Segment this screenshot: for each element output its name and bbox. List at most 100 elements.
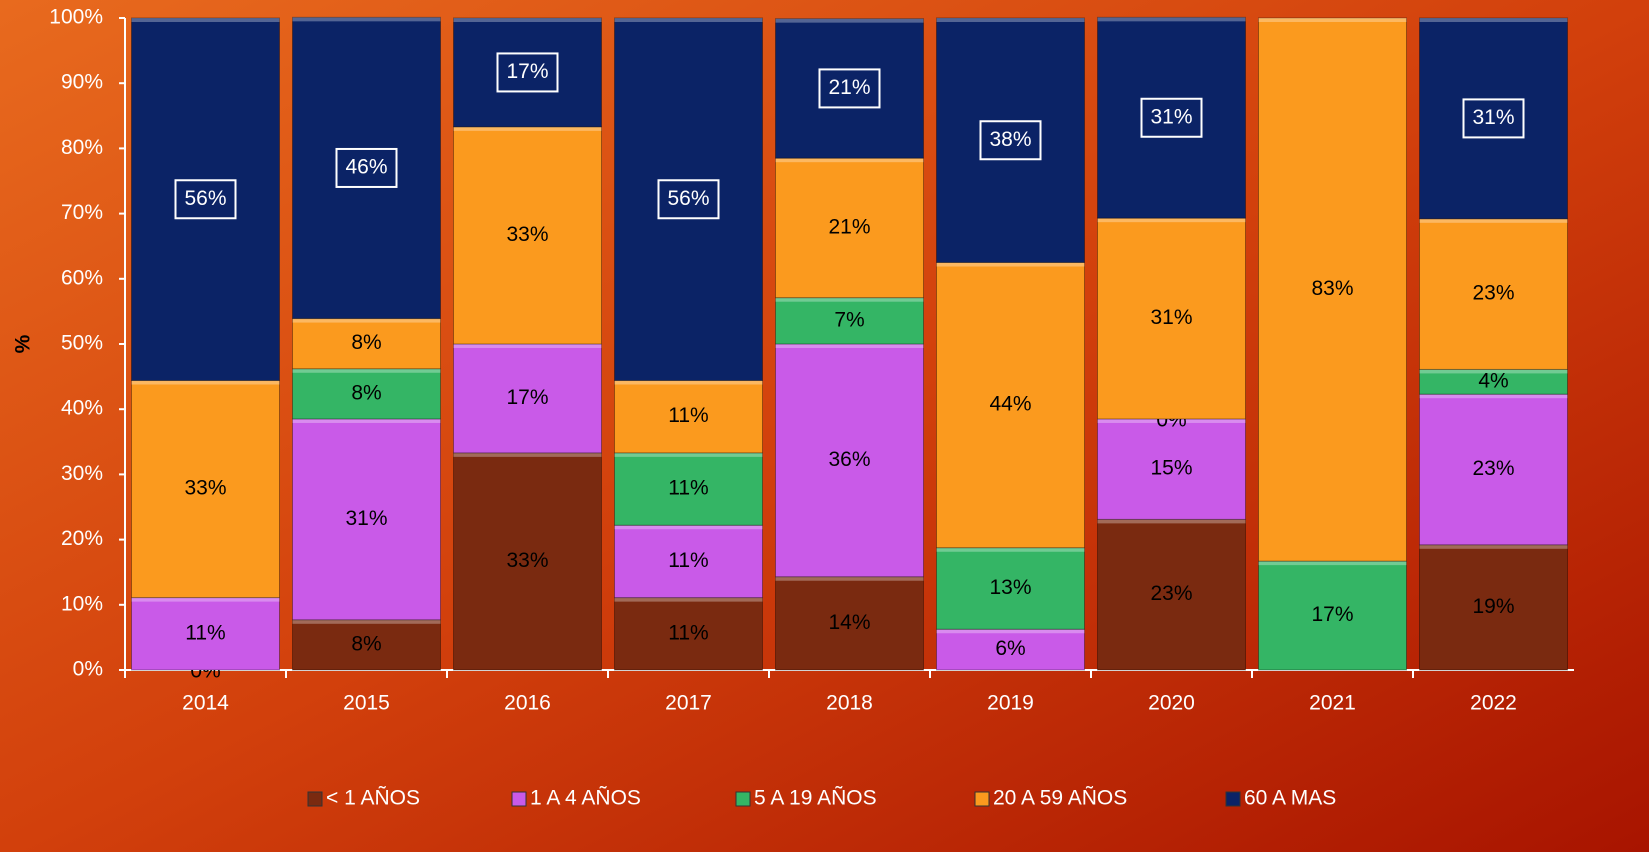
bar-segment: [292, 418, 441, 621]
y-tick-label: 20%: [61, 527, 103, 550]
bar-highlight: [775, 297, 924, 302]
x-tick-label: 2015: [343, 692, 390, 715]
data-label: 17%: [506, 60, 548, 83]
bar-highlight: [1097, 218, 1246, 223]
bar-highlight: [292, 318, 441, 323]
bar-segment: [1419, 17, 1568, 220]
bar-highlight: [453, 126, 602, 131]
y-tick-label: 70%: [61, 201, 103, 224]
data-label: 7%: [834, 308, 864, 331]
bar-segment: [614, 17, 763, 382]
y-axis-label: %: [12, 334, 35, 353]
x-tick-label: 2018: [826, 692, 873, 715]
bar-segment: [614, 452, 763, 526]
x-tick-label: 2016: [504, 692, 551, 715]
x-tick-label: 2022: [1470, 692, 1517, 715]
bar-segment: [614, 380, 763, 454]
data-label: 21%: [828, 215, 870, 238]
bar-segment: [936, 628, 1085, 671]
data-label: 33%: [506, 223, 548, 246]
x-tick-label: 2017: [665, 692, 712, 715]
bar-highlight: [936, 547, 1085, 552]
data-label: 8%: [351, 632, 381, 655]
bar-highlight: [1097, 17, 1246, 22]
y-tick-label: 90%: [61, 71, 103, 94]
x-tick-label: 2021: [1309, 692, 1356, 715]
bar-segment: [453, 126, 602, 345]
data-label: 6%: [995, 637, 1025, 660]
data-label: 23%: [1150, 582, 1192, 605]
data-label: 11%: [668, 477, 708, 500]
bar-highlight: [1097, 519, 1246, 524]
data-label: 21%: [828, 76, 870, 99]
bar-segment: [1097, 518, 1246, 671]
data-label: 4%: [1478, 369, 1508, 392]
data-label: 31%: [1150, 105, 1192, 128]
bar-segment: [453, 17, 602, 128]
x-tick-label: 2020: [1148, 692, 1195, 715]
bar-highlight: [775, 344, 924, 348]
legend-swatch: [1225, 791, 1241, 807]
label-box: [1140, 97, 1203, 138]
data-label: 56%: [184, 187, 226, 210]
bar-highlight: [1419, 394, 1568, 399]
bar-segment: [1258, 17, 1407, 562]
bar-highlight: [775, 18, 924, 23]
y-tick-label: 40%: [61, 397, 103, 420]
bar-highlight: [131, 18, 280, 22]
legend-swatch: [974, 791, 990, 807]
bar-highlight: [1419, 544, 1568, 549]
bar-highlight: [775, 158, 924, 163]
label-box: [979, 120, 1042, 161]
y-tick-label: 50%: [61, 332, 103, 355]
bar-segment: [292, 368, 441, 420]
bar-highlight: [775, 576, 924, 581]
data-label: 36%: [828, 448, 870, 471]
data-label: 11%: [668, 621, 708, 644]
bar-highlight: [1419, 369, 1568, 374]
bar-segment: [936, 262, 1085, 549]
bar-segment: [1097, 418, 1246, 520]
bar-highlight: [614, 18, 763, 22]
bar-highlight: [1419, 218, 1568, 223]
data-label: 11%: [668, 404, 708, 427]
data-label: 33%: [184, 477, 226, 500]
y-tick-label: 60%: [61, 266, 103, 289]
y-tick-label: 10%: [61, 592, 103, 615]
data-label: 31%: [1472, 106, 1514, 129]
bar-segment: [775, 157, 924, 299]
y-tick-label: 30%: [61, 462, 103, 485]
label-box: [1462, 98, 1525, 139]
x-tick-label: 2019: [987, 692, 1034, 715]
label-box: [657, 179, 720, 220]
data-label: 83%: [1311, 277, 1353, 300]
data-label: 23%: [1472, 457, 1514, 480]
bar-highlight: [614, 452, 763, 457]
bar-segment: [453, 452, 602, 671]
legend-label: 5 A 19 AÑOS: [754, 786, 877, 810]
data-label: 8%: [351, 381, 381, 404]
x-tick-label: 2014: [182, 692, 229, 715]
bar-segment: [775, 18, 924, 159]
bar-segment: [453, 343, 602, 454]
label-box: [496, 52, 559, 93]
data-label: 56%: [667, 187, 709, 210]
bar-highlight: [453, 344, 602, 348]
y-tick-label: 80%: [61, 136, 103, 159]
data-label: 14%: [828, 611, 870, 634]
data-label: 13%: [989, 576, 1031, 599]
bar-highlight: [1097, 418, 1246, 423]
bar-highlight: [131, 380, 280, 385]
bar-segment: [1419, 368, 1568, 395]
data-label: 11%: [668, 549, 708, 572]
legend-label: 60 A MAS: [1244, 787, 1336, 810]
bar-segment: [131, 17, 280, 382]
bar-segment: [1419, 544, 1568, 671]
bar-highlight: [131, 597, 280, 602]
label-box: [818, 68, 881, 109]
bar-highlight: [1258, 561, 1407, 566]
bar-highlight: [936, 262, 1085, 267]
bar-segment: [614, 597, 763, 671]
bar-highlight: [292, 619, 441, 624]
